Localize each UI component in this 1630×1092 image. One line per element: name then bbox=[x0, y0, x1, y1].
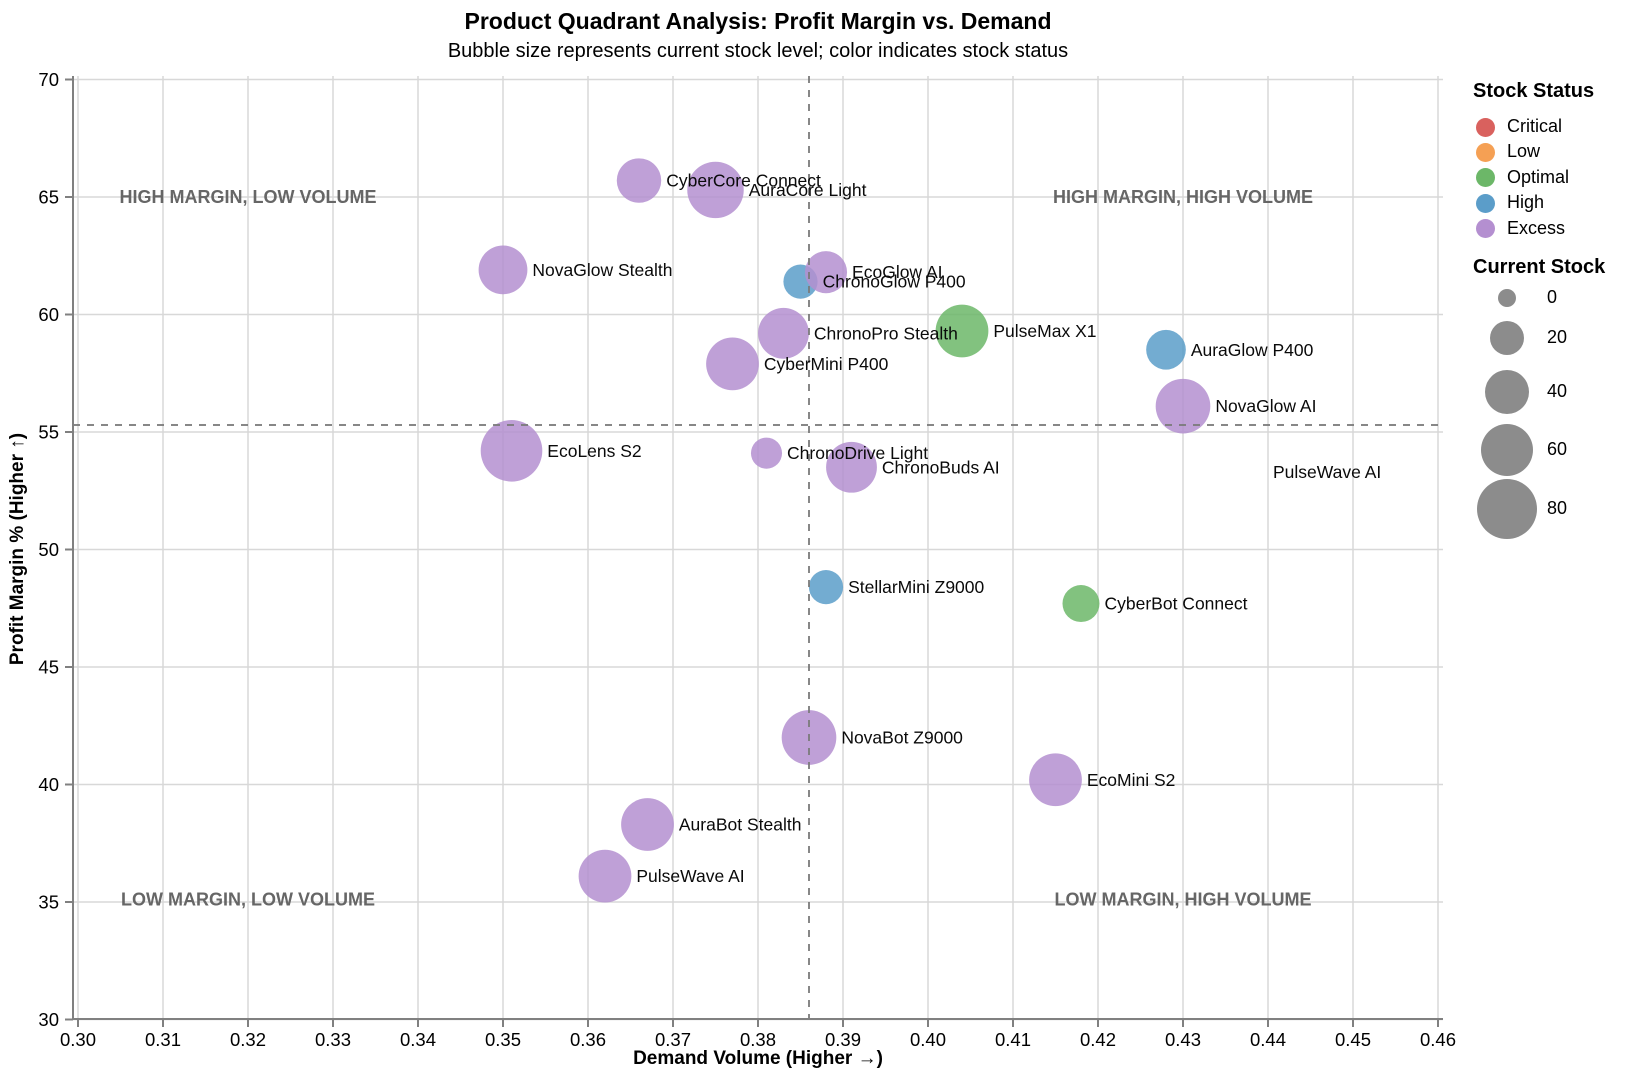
y-tick-label: 65 bbox=[38, 187, 59, 208]
x-tick-label: 0.31 bbox=[145, 1029, 181, 1050]
y-tick-label: 60 bbox=[38, 304, 59, 325]
y-tick-label: 70 bbox=[38, 69, 59, 90]
bubble-label: CyberMini P400 bbox=[764, 354, 889, 374]
bubble-label: EcoLens S2 bbox=[547, 441, 641, 461]
quadrant-label: HIGH MARGIN, LOW VOLUME bbox=[120, 187, 377, 207]
bubble bbox=[1155, 378, 1211, 434]
legend-size-swatch-icon bbox=[1480, 423, 1534, 477]
legend-size-swatch-icon bbox=[1489, 320, 1525, 356]
y-tick-label: 50 bbox=[38, 539, 59, 560]
legend-size-swatch-icon bbox=[1497, 288, 1517, 308]
x-tick-label: 0.36 bbox=[570, 1029, 606, 1050]
bubble-label: PulseMax X1 bbox=[993, 321, 1096, 341]
bubble-label: EcoGlow AI bbox=[852, 262, 942, 282]
chart-subtitle: Bubble size represents current stock lev… bbox=[447, 40, 1069, 62]
bubble-label: AuraGlow P400 bbox=[1191, 340, 1314, 360]
legend-size-swatch-icon bbox=[1484, 369, 1530, 415]
x-tick-label: 0.46 bbox=[1420, 1029, 1456, 1050]
bubble bbox=[616, 158, 662, 203]
x-tick-label: 0.44 bbox=[1250, 1029, 1286, 1050]
bubble-label: CyberBot Connect bbox=[1105, 594, 1248, 614]
x-tick-label: 0.41 bbox=[995, 1029, 1031, 1050]
bubble-label: ChronoGlow P400 bbox=[823, 272, 966, 292]
bubble bbox=[578, 849, 632, 903]
bubble bbox=[621, 798, 674, 851]
y-tick-label: 30 bbox=[38, 1009, 59, 1030]
x-tick-label: 0.43 bbox=[1165, 1029, 1201, 1050]
bubble-label: AuraCore Light bbox=[749, 180, 867, 200]
y-axis-label: Profit Margin % (Higher ↑) bbox=[7, 432, 28, 666]
legend-status-swatch-icon bbox=[1475, 142, 1495, 162]
legend-status-swatch-icon bbox=[1475, 193, 1495, 213]
legend-status-label: Optimal bbox=[1507, 166, 1570, 187]
bubble-label: ChronoBuds AI bbox=[882, 457, 1000, 477]
y-tick-label: 40 bbox=[38, 774, 59, 795]
bubble bbox=[1062, 585, 1100, 623]
bubble-label: PulseWave AI bbox=[636, 866, 744, 886]
bubble bbox=[706, 337, 759, 391]
bubble bbox=[750, 437, 783, 469]
bubble bbox=[804, 251, 848, 294]
bubble bbox=[478, 245, 528, 295]
bubble-label: ChronoDrive Light bbox=[787, 443, 928, 463]
bubble-label: CyberCore Connect bbox=[666, 171, 821, 191]
bubble bbox=[826, 441, 877, 493]
quadrant-label: LOW MARGIN, HIGH VOLUME bbox=[1055, 890, 1312, 910]
x-axis-label: Demand Volume (Higher →) bbox=[633, 1048, 883, 1069]
bubble bbox=[687, 161, 744, 219]
bubble-label: NovaGlow Stealth bbox=[532, 260, 672, 280]
bubble-label: NovaGlow AI bbox=[1215, 396, 1316, 416]
bubble-label: StellarMini Z9000 bbox=[848, 577, 984, 597]
legend-size-swatch-icon bbox=[1477, 479, 1537, 539]
bubble-label: AuraBot Stealth bbox=[679, 814, 802, 834]
bubble-label: ChronoPro Stealth bbox=[814, 323, 958, 343]
x-tick-label: 0.30 bbox=[60, 1029, 96, 1050]
legend-status-swatch-icon bbox=[1475, 117, 1495, 137]
legend-status-label: Low bbox=[1507, 141, 1541, 162]
bubble-label: PulseWave AI bbox=[1273, 462, 1381, 482]
bubble bbox=[935, 304, 989, 358]
legend-status-label: Critical bbox=[1507, 116, 1563, 136]
bubble-label: NovaBot Z9000 bbox=[841, 728, 963, 748]
x-tick-label: 0.33 bbox=[315, 1029, 351, 1050]
quadrant-label: LOW MARGIN, LOW VOLUME bbox=[121, 890, 375, 910]
legend-status-swatch-icon bbox=[1475, 168, 1495, 188]
x-tick-label: 0.42 bbox=[1080, 1029, 1116, 1050]
y-tick-label: 45 bbox=[38, 657, 59, 678]
x-tick-label: 0.39 bbox=[825, 1029, 861, 1050]
x-tick-label: 0.34 bbox=[400, 1029, 436, 1050]
y-tick-label: 35 bbox=[38, 892, 59, 913]
x-tick-label: 0.45 bbox=[1335, 1029, 1371, 1050]
x-tick-label: 0.38 bbox=[740, 1029, 776, 1050]
bubble bbox=[480, 420, 543, 482]
legend-status-label: High bbox=[1507, 192, 1545, 213]
x-tick-label: 0.40 bbox=[910, 1029, 946, 1050]
bubble bbox=[758, 307, 809, 359]
y-tick-label: 55 bbox=[38, 422, 59, 443]
legend-size-label: 20 bbox=[1547, 327, 1568, 347]
legend-size-label: 0 bbox=[1547, 287, 1558, 307]
chart-title: Product Quadrant Analysis: Profit Margin… bbox=[464, 8, 1052, 34]
bubble bbox=[1029, 753, 1082, 807]
bubble bbox=[808, 570, 844, 605]
bubble bbox=[1146, 329, 1186, 370]
legend-status-title: Stock Status bbox=[1473, 80, 1595, 102]
x-tick-label: 0.32 bbox=[230, 1029, 266, 1050]
legend-status-label: Excess bbox=[1507, 217, 1566, 238]
legend-size-title: Current Stock bbox=[1473, 256, 1606, 278]
legend-size-label: 60 bbox=[1547, 439, 1568, 459]
quadrant-label: HIGH MARGIN, HIGH VOLUME bbox=[1053, 187, 1313, 207]
legend-size-label: 40 bbox=[1547, 381, 1568, 401]
legend-status-swatch-icon bbox=[1475, 219, 1495, 239]
legend-size-label: 80 bbox=[1547, 498, 1568, 518]
x-tick-label: 0.37 bbox=[655, 1029, 691, 1050]
x-tick-label: 0.35 bbox=[485, 1029, 521, 1050]
bubble-label: EcoMini S2 bbox=[1087, 770, 1176, 790]
